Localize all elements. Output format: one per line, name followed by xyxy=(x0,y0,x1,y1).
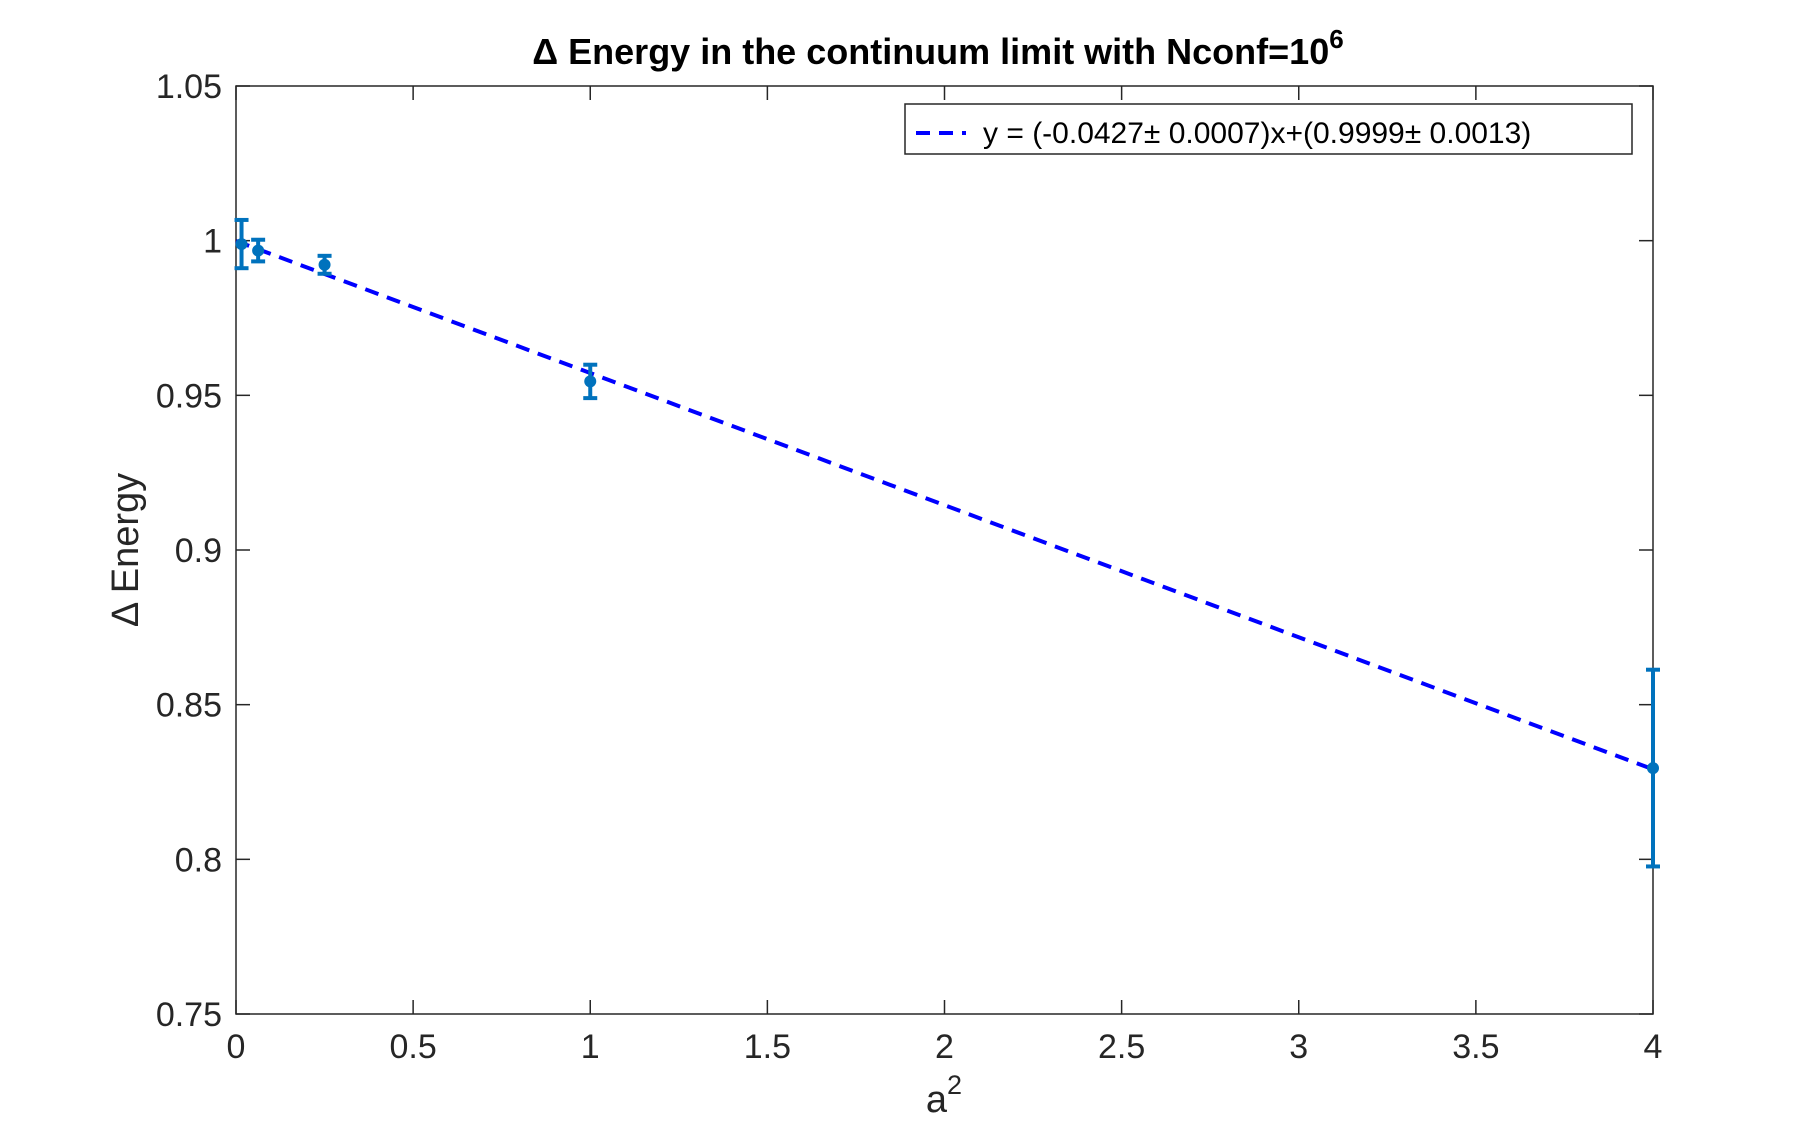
chart-title-main: Δ Energy in the continuum limit with Nco… xyxy=(532,31,1329,72)
data-point xyxy=(252,244,265,257)
y-tick-label: 0.9 xyxy=(175,532,222,570)
x-tick-label: 3 xyxy=(1289,1028,1308,1066)
y-tick-label: 0.75 xyxy=(156,996,222,1034)
chart-title: Δ Energy in the continuum limit with Nco… xyxy=(532,24,1343,72)
chart-title-superscript: 6 xyxy=(1329,24,1343,54)
x-tick-label: 0.5 xyxy=(389,1028,436,1066)
x-tick-label: 1 xyxy=(581,1028,600,1066)
data-point xyxy=(1647,762,1659,775)
y-tick-label: 0.95 xyxy=(156,377,222,415)
y-axis-label: Δ Energy xyxy=(105,473,147,627)
x-tick-label: 4 xyxy=(1644,1028,1663,1066)
data-markers xyxy=(235,238,1659,775)
x-axis-label-main: a xyxy=(926,1079,948,1121)
plot-area xyxy=(235,85,1654,1015)
x-tick-label: 3.5 xyxy=(1452,1028,1499,1066)
data-point xyxy=(235,238,248,251)
y-tick-label: 1.05 xyxy=(156,68,222,106)
legend: y = (-0.0427± 0.0007)x+(0.9999± 0.0013) xyxy=(904,103,1633,155)
y-tick-label: 0.8 xyxy=(175,841,222,879)
legend-fit-label: y = (-0.0427± 0.0007)x+(0.9999± 0.0013) xyxy=(983,117,1531,150)
x-axis-label: a2 xyxy=(926,1070,962,1121)
data-point xyxy=(318,258,331,271)
x-tick-label: 2.5 xyxy=(1098,1028,1145,1066)
x-axis-ticks: 0 0.5 1 1.5 2 2.5 3 3.5 4 xyxy=(227,86,1663,1066)
x-tick-label: 2 xyxy=(935,1028,954,1066)
y-tick-label: 1 xyxy=(203,223,222,261)
data-point xyxy=(584,375,597,388)
legend-box xyxy=(904,103,1633,155)
x-tick-label: 0 xyxy=(227,1028,246,1066)
x-tick-label: 1.5 xyxy=(744,1028,791,1066)
axes-box xyxy=(235,85,1654,1015)
y-tick-label: 0.85 xyxy=(156,687,222,725)
x-axis-label-superscript: 2 xyxy=(947,1070,962,1100)
y-axis-ticks: 0.75 0.8 0.85 0.9 0.95 1 1.05 xyxy=(156,68,1653,1034)
